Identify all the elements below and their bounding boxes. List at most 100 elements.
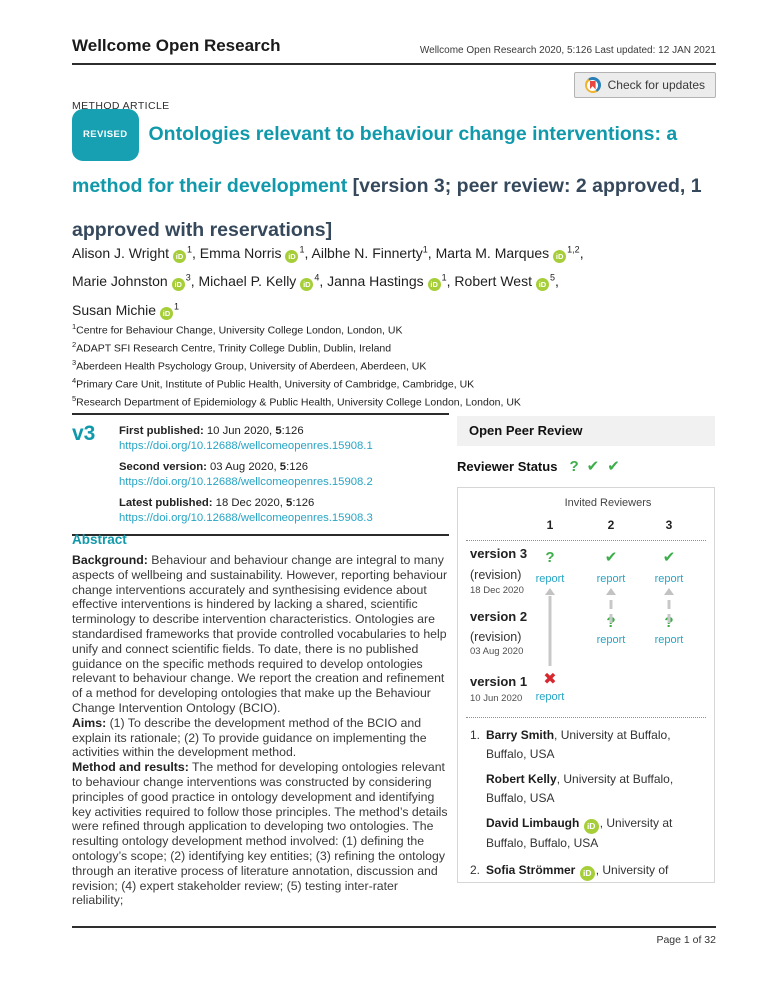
page-footer: Page 1 of 32 bbox=[72, 926, 716, 946]
reviewer-status-label: Reviewer Status bbox=[457, 459, 558, 474]
version-revision-label: (revision) bbox=[470, 568, 522, 582]
abstract-paragraph: Aims: (1) To describe the development me… bbox=[72, 715, 427, 760]
reviewer-list: 1. Barry Smith, University at Buffalo, Bu… bbox=[470, 726, 706, 881]
orcid-icon[interactable]: iD bbox=[553, 249, 567, 263]
author-affiliation-sup: 3 bbox=[185, 272, 191, 283]
affiliation: 2ADAPT SFI Research Centre, Trinity Coll… bbox=[72, 340, 392, 355]
review-grid: 1. Barry Smith, University at Buffalo, Bu… bbox=[457, 487, 715, 883]
reviewer: David Limbaugh iD, University at Buffalo… bbox=[486, 816, 673, 850]
abstract-paragraph-lead: Method and results: bbox=[72, 760, 189, 775]
page-number: Page 1 of 32 bbox=[656, 934, 716, 946]
orcid-icon[interactable]: iD bbox=[535, 278, 549, 292]
author-line: Alison J. Wright iD1, Emma Norris iD1, Ail… bbox=[72, 237, 727, 266]
version-arrow-line bbox=[548, 596, 552, 666]
report-link[interactable]: report bbox=[654, 573, 684, 585]
reviewer-number: 1. bbox=[470, 728, 481, 742]
author-name: Ailbhe N. Finnerty bbox=[311, 244, 423, 261]
revised-badge: REVISED bbox=[72, 109, 139, 161]
author-name: Susan Michie bbox=[72, 301, 157, 318]
orcid-icon[interactable]: iD bbox=[173, 249, 186, 263]
reviewer-entries: Barry Smith, University at Buffalo, Buff… bbox=[486, 726, 706, 853]
author-name: Robert West bbox=[454, 273, 532, 290]
report-link[interactable]: report bbox=[535, 691, 565, 703]
publication-info: v3 First published: 10 Jun 2020, 5:126 ht… bbox=[72, 413, 449, 536]
reviewer-group: 1. Barry Smith, University at Buffalo, Bu… bbox=[470, 726, 706, 853]
author: Emma Norris iD1, bbox=[199, 244, 312, 263]
doi-link[interactable]: https://doi.org/10.12688/wellcomeopenres… bbox=[119, 440, 373, 452]
orcid-icon[interactable]: iD bbox=[171, 278, 185, 292]
affiliation-sup: 3 bbox=[72, 358, 77, 367]
dotted-divider bbox=[466, 540, 706, 541]
author-name: Michael P. Kelly bbox=[198, 273, 297, 290]
author-affiliation-sup: 1,2 bbox=[567, 244, 580, 254]
publication-line: First published: 10 Jun 2020, 5:126 bbox=[119, 425, 304, 437]
arrow-up-icon bbox=[606, 588, 616, 595]
question-icon: ? bbox=[545, 549, 555, 566]
version-arrow-dash bbox=[609, 600, 613, 609]
article-title: REVISED Ontologies relevant to behaviour … bbox=[72, 109, 722, 252]
reviewer: Sofia Strömmer iD, University of bbox=[486, 861, 668, 881]
volume: 5 bbox=[279, 461, 287, 473]
doi-link[interactable]: https://doi.org/10.12688/wellcomeopenres… bbox=[119, 476, 373, 488]
reviewer-status-row: Reviewer Status ? ✔ ✔ bbox=[457, 459, 715, 474]
check-icon: ✔ bbox=[662, 549, 676, 566]
orcid-icon[interactable]: iD bbox=[285, 249, 299, 263]
cross-icon: ✖ bbox=[543, 671, 557, 688]
dotted-divider bbox=[466, 717, 706, 718]
reviewer-status-icons: ? ✔ ✔ bbox=[569, 459, 619, 474]
author: Marie Johnston iD3, bbox=[72, 272, 199, 292]
orcid-icon[interactable]: iD bbox=[579, 866, 595, 881]
author-name: Marie Johnston bbox=[72, 273, 168, 290]
author-affiliation-sup: 4 bbox=[314, 272, 320, 283]
version-label: version 2 bbox=[470, 609, 528, 624]
check-icon: ✔ bbox=[607, 458, 620, 475]
publication-row: Second version: 03 Aug 2020, 5:126 https:… bbox=[119, 460, 373, 489]
version-revision-label: (revision) bbox=[470, 630, 522, 644]
article-title-version-suffix: [version 3; peer review: 2 approved, 1 a… bbox=[72, 175, 702, 241]
orcid-icon[interactable]: iD bbox=[300, 278, 314, 292]
abstract-section: Abstract Background: Behaviour and behav… bbox=[72, 532, 450, 908]
author: Michael P. Kelly iD4, bbox=[198, 272, 328, 292]
publication-label: Second version: bbox=[119, 461, 207, 473]
crossmark-icon bbox=[584, 77, 601, 93]
author-affiliation-sup: 1 bbox=[441, 272, 447, 283]
report-link[interactable]: report bbox=[535, 573, 565, 585]
publication-row: Latest published: 18 Dec 2020, 5:126 http… bbox=[119, 496, 373, 525]
check-for-updates-button[interactable]: Check for updates bbox=[573, 72, 716, 98]
author-name: Alison J. Wright bbox=[72, 244, 169, 261]
pages: :126 bbox=[292, 497, 315, 509]
affiliation: 5Research Department of Epidemiology & P… bbox=[72, 394, 521, 409]
publication-line: Latest published: 18 Dec 2020, 5:126 bbox=[119, 497, 315, 509]
doi-link[interactable]: https://doi.org/10.12688/wellcomeopenres… bbox=[119, 512, 373, 524]
version-arrow-dash bbox=[667, 614, 671, 623]
reviewer-column-number: 1 bbox=[546, 518, 554, 532]
publication-line: Second version: 03 Aug 2020, 5:126 bbox=[119, 461, 309, 473]
orcid-icon[interactable]: iD bbox=[160, 306, 174, 320]
author: Ailbhe N. Finnerty1, bbox=[311, 244, 436, 261]
arrow-up-icon bbox=[545, 588, 555, 595]
version-label: version 1 bbox=[470, 674, 528, 689]
volume: 5 bbox=[286, 497, 293, 509]
report-link[interactable]: report bbox=[654, 634, 684, 646]
affiliation-list: 1Centre for Behaviour Change, University… bbox=[72, 320, 521, 410]
affiliation-sup: 5 bbox=[72, 394, 77, 403]
reviewer: Robert Kelly, University at Buffalo, Buf… bbox=[486, 772, 674, 805]
affiliation: 4Primary Care Unit, Institute of Public … bbox=[72, 376, 475, 391]
article-title-main: Ontologies relevant to behaviour change … bbox=[72, 123, 678, 197]
orcid-icon[interactable]: iD bbox=[583, 819, 599, 834]
reviewer-name: Barry Smith bbox=[486, 728, 555, 742]
abstract-body: Background: Behaviour and behaviour chan… bbox=[72, 553, 450, 908]
author-affiliation-sup: 1 bbox=[174, 301, 180, 312]
abstract-paragraph: Background: Behaviour and behaviour chan… bbox=[72, 553, 448, 715]
author-affiliation-sup: 1 bbox=[187, 244, 193, 254]
affiliation-sup: 1 bbox=[72, 322, 77, 331]
version-date: 10 Jun 2020 bbox=[470, 693, 523, 704]
author-name: Janna Hastings bbox=[327, 273, 424, 290]
report-link[interactable]: report bbox=[596, 573, 626, 585]
affiliation: 1Centre for Behaviour Change, University… bbox=[72, 322, 403, 337]
reviewer: Barry Smith, University at Buffalo, Buff… bbox=[486, 728, 671, 761]
report-link[interactable]: report bbox=[596, 634, 626, 646]
orcid-icon[interactable]: iD bbox=[427, 278, 441, 292]
open-peer-review-header: Open Peer Review bbox=[457, 416, 715, 446]
